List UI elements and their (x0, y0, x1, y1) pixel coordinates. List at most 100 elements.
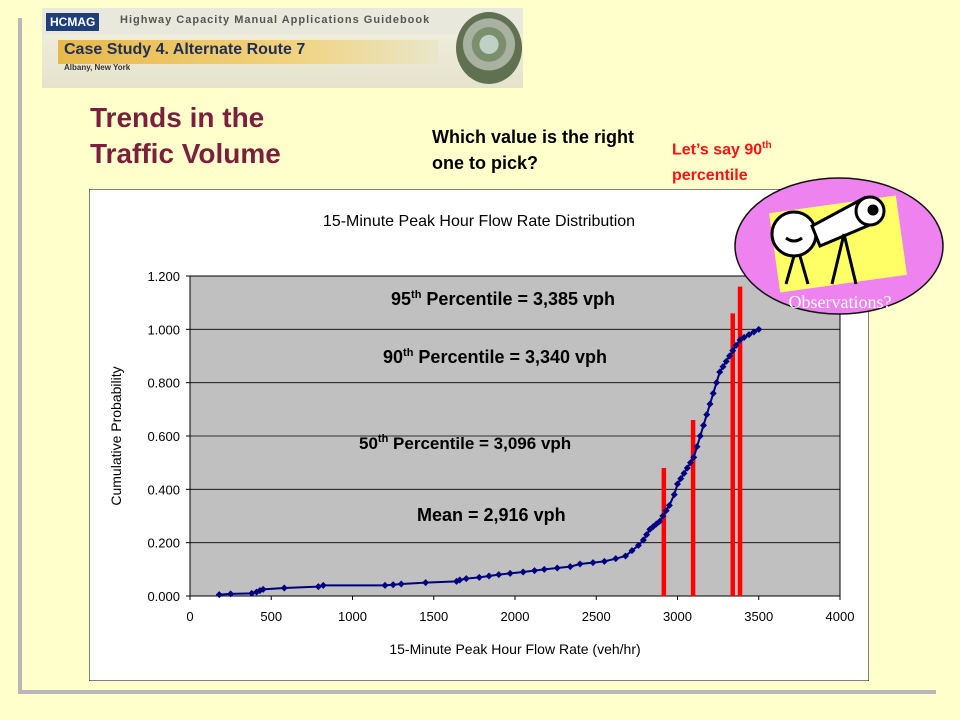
data-point (649, 523, 657, 531)
figure-legs (784, 233, 858, 285)
data-point (722, 357, 730, 365)
percentile-label-sup: th (403, 347, 414, 359)
data-point (389, 581, 397, 589)
data-point (726, 352, 733, 360)
data-point (674, 480, 681, 488)
data-point (693, 443, 701, 451)
data-point (659, 512, 667, 520)
data-point (745, 331, 753, 339)
frame-left-border (18, 18, 22, 694)
data-point (719, 363, 727, 371)
percentile-label-text: Percentile = 3,385 vph (421, 289, 615, 309)
percentile-labels: Mean = 2,916 vph 50th Percentile = 3,096 … (359, 289, 615, 525)
data-point (703, 411, 711, 419)
data-point (280, 584, 288, 592)
x-tick-label: 1500 (419, 609, 448, 624)
data-point (729, 347, 737, 355)
y-tick-label: 0.400 (147, 482, 180, 497)
data-point (531, 567, 538, 575)
x-tick-label: 1000 (338, 609, 367, 624)
telescope-figure-icon (769, 195, 907, 293)
data-point (422, 579, 430, 587)
data-point (635, 541, 642, 549)
flow-rate-chart: 0.000 0.200 0.400 0.600 0.800 1.000 1.200 0 500 1… (88, 188, 870, 682)
y-tick-label: 0.800 (147, 376, 180, 391)
data-point (713, 379, 720, 387)
y-tick-label: 0.000 (147, 589, 180, 604)
data-point (319, 581, 327, 589)
interchange-photo (456, 12, 522, 84)
data-point (462, 575, 470, 583)
data-point (259, 585, 267, 593)
x-axis-label: 15-Minute Peak Hour Flow Rate (veh/hr) (389, 641, 640, 657)
banner-top-strip (42, 8, 523, 34)
data-point (553, 564, 561, 572)
data-point (566, 563, 574, 571)
y-axis-label: Cumulative Probability (108, 366, 124, 505)
percentile-label: 95th Percentile = 3,385 vph (391, 289, 615, 309)
x-tick-label: 500 (260, 609, 282, 624)
chart-title: 15-Minute Peak Hour Flow Rate Distributi… (323, 213, 635, 230)
y-tick-label: 0.200 (147, 536, 180, 551)
x-tick-label: 3000 (663, 609, 692, 624)
answer-text-main: Let’s say 90 (672, 141, 763, 159)
percentile-label: Mean = 2,916 vph (417, 505, 566, 525)
data-point (700, 421, 707, 429)
x-tick-label: 3500 (744, 609, 773, 624)
figure-smile (785, 236, 803, 243)
data-point (576, 560, 584, 568)
x-tick-label: 0 (186, 609, 193, 624)
slide-title: Trends in the Traffic Volume (90, 100, 350, 172)
data-point (519, 568, 527, 576)
data-point (314, 583, 322, 591)
data-point (456, 576, 464, 584)
data-point (740, 333, 748, 341)
slide-title-line-1: Trends in the (90, 102, 265, 133)
data-point (656, 517, 664, 525)
data-point (683, 464, 691, 472)
data-series (215, 325, 763, 599)
data-point (643, 531, 651, 539)
brand-label: HCMAG (46, 13, 100, 31)
case-study-title: Case Study 4. Alternate Route 7 (64, 41, 306, 58)
data-point (485, 572, 493, 580)
data-point (716, 368, 724, 376)
x-tick-label: 4000 (826, 609, 855, 624)
frame-bottom-border (18, 690, 936, 694)
data-point (622, 552, 629, 560)
chart-container: 0.000 0.200 0.400 0.600 0.800 1.000 1.200 0 500 1… (88, 188, 870, 686)
data-point (690, 453, 698, 461)
answer-text-sup: th (762, 140, 772, 151)
data-point (227, 590, 235, 598)
data-point (506, 569, 514, 577)
percentile-label-text: Percentile = 3,096 vph (388, 434, 571, 453)
x-tick-label: 2500 (582, 609, 611, 624)
data-point (732, 341, 740, 349)
observations-label: Observations? (789, 292, 892, 312)
data-point (677, 475, 685, 483)
data-point (680, 469, 688, 477)
percentile-label: 50th Percentile = 3,096 vph (359, 433, 571, 453)
percentile-label-sup: th (378, 433, 389, 445)
data-point (215, 591, 223, 599)
data-point (706, 400, 714, 408)
case-study-location: Albany, New York (64, 63, 131, 72)
data-point (248, 589, 256, 597)
banner-subtitle: Highway Capacity Manual Applications Gui… (120, 14, 431, 26)
data-point (662, 507, 670, 515)
data-point (600, 557, 608, 565)
data-point (589, 559, 597, 567)
percentile-label-num: 95 (391, 289, 411, 309)
data-point (639, 536, 647, 544)
data-point (687, 459, 694, 467)
hcmag-banner: HCMAG Highway Capacity Manual Applicatio… (42, 8, 523, 88)
telescope-lens-dot (867, 204, 879, 216)
data-point (397, 580, 405, 588)
data-point (495, 571, 503, 579)
slide-title-line-2: Traffic Volume (90, 138, 281, 169)
observations-graphic: Observations? (734, 177, 944, 315)
data-point (475, 573, 483, 581)
percentile-label-num: 90 (383, 347, 403, 367)
question-text: Which value is the right one to pick? (432, 127, 635, 173)
data-point (540, 565, 548, 573)
